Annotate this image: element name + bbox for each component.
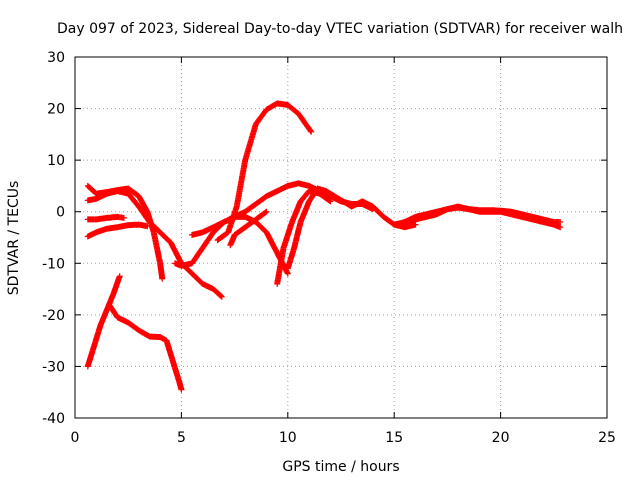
- x-tick-label: 25: [598, 430, 616, 446]
- grid: [75, 57, 607, 418]
- series-markers: [84, 273, 123, 370]
- x-tick-label: 20: [492, 430, 510, 446]
- x-tick-label: 5: [177, 430, 186, 446]
- series-arc-2: [106, 301, 185, 393]
- y-tick-label: -30: [42, 359, 65, 375]
- series-markers: [106, 301, 185, 393]
- y-axis-label: SDTVAR / TECUs: [6, 181, 22, 296]
- y-tick-label: 0: [56, 205, 65, 221]
- y-tick-label: -40: [42, 411, 65, 427]
- y-tick-label: -20: [42, 308, 65, 324]
- series-markers: [401, 204, 564, 225]
- series-arc-10: [227, 208, 270, 249]
- series-markers: [227, 208, 270, 249]
- x-axis-label: GPS time / hours: [282, 459, 399, 475]
- series-arc-5: [84, 213, 127, 223]
- y-tick-label: 10: [47, 153, 65, 169]
- series-markers: [84, 221, 151, 240]
- x-tick-label: 0: [71, 430, 80, 446]
- y-tick-label: 20: [47, 102, 65, 118]
- series-markers: [214, 100, 315, 244]
- series-markers: [84, 188, 225, 300]
- y-tick-label: -10: [42, 256, 65, 272]
- series-arc-1: [84, 273, 123, 370]
- series-arc-9: [214, 100, 315, 244]
- series-arc-11: [274, 188, 334, 287]
- series-markers: [274, 188, 334, 287]
- series-arc-4: [84, 188, 225, 300]
- x-tick-label: 10: [279, 430, 297, 446]
- plot-frame: [74, 56, 608, 419]
- chart-title: Day 097 of 2023, Sidereal Day-to-day VTE…: [57, 21, 623, 37]
- series-arc-6: [84, 221, 151, 240]
- x-tick-label: 15: [385, 430, 403, 446]
- y-tick-label: 30: [47, 50, 65, 66]
- data-points: [84, 100, 564, 393]
- series-markers: [84, 213, 127, 223]
- series-arc-14: [401, 204, 564, 225]
- axis-ticks: 0 5 10 15 20 25 -40 -30 -20 -10 0 10 20 30: [42, 50, 616, 446]
